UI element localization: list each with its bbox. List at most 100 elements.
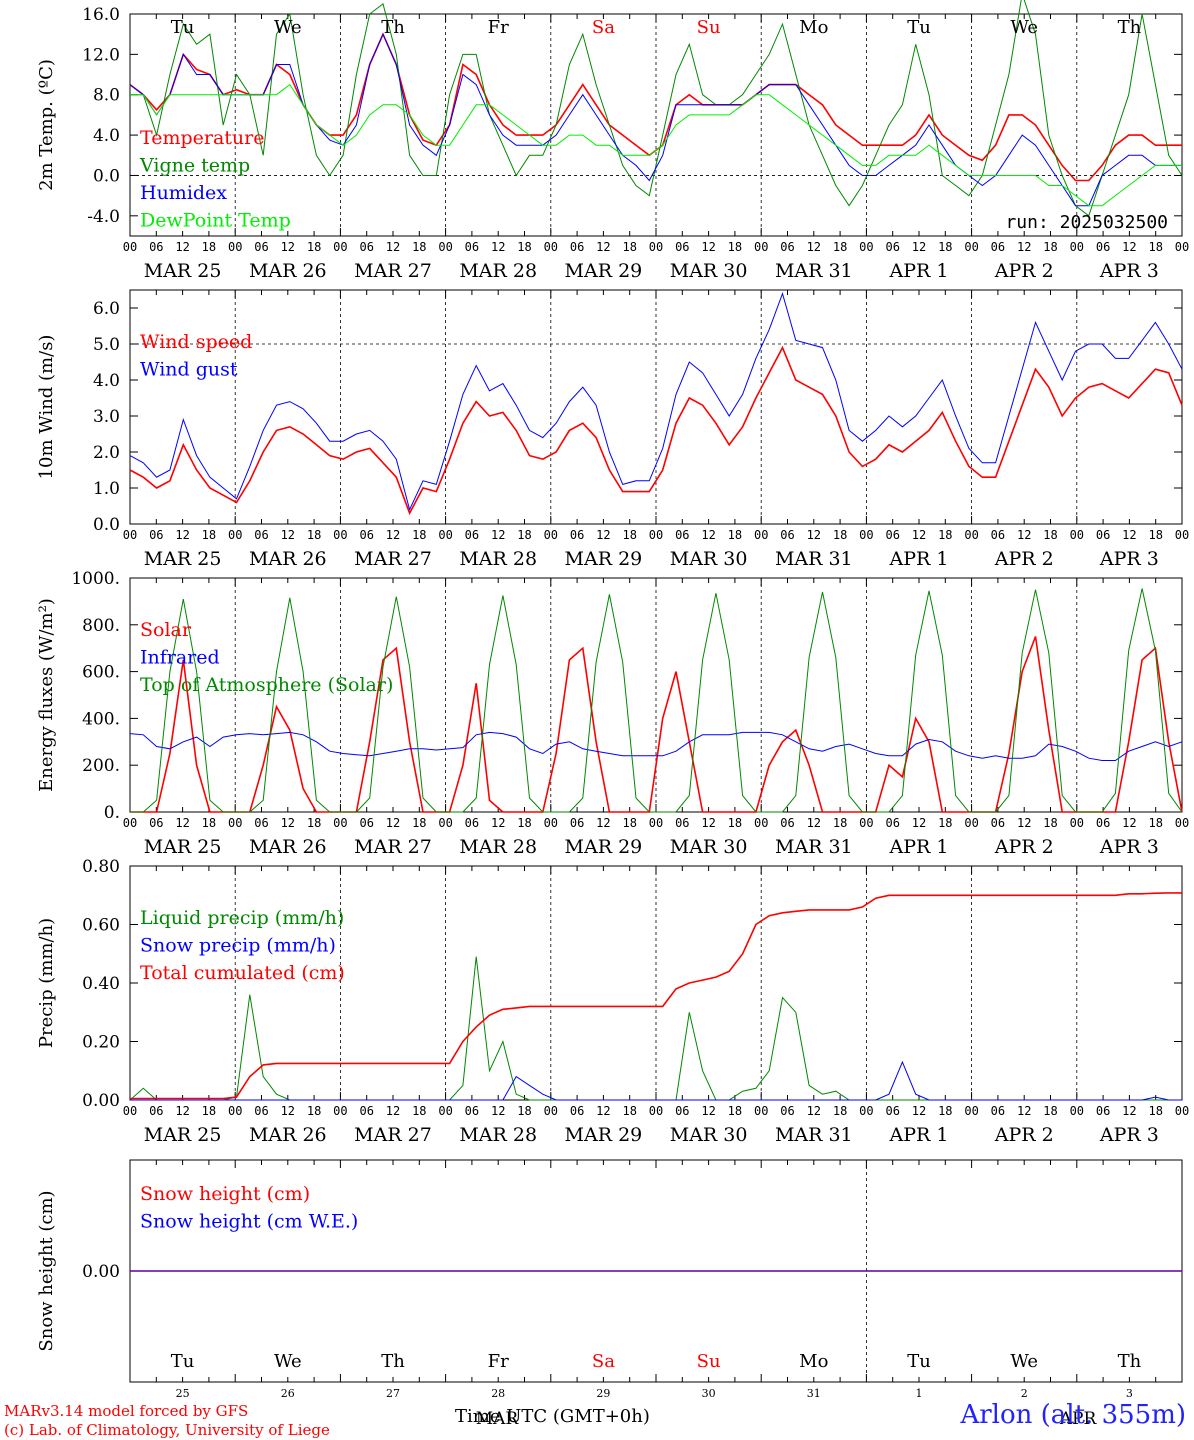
hour-tick-label: 00 bbox=[859, 816, 873, 830]
weekday-label: Tu bbox=[171, 17, 195, 38]
date-label: MAR 29 bbox=[565, 836, 643, 858]
hour-tick-label: 00 bbox=[754, 528, 768, 542]
y-tick-label: 5.0 bbox=[93, 335, 120, 355]
weekday-label: We bbox=[1010, 1351, 1038, 1372]
hour-tick-label: 00 bbox=[438, 1104, 452, 1118]
legend-entry: DewPoint Temp bbox=[140, 210, 291, 232]
hour-tick-label: 18 bbox=[1043, 240, 1057, 254]
hour-tick-label: 18 bbox=[833, 240, 847, 254]
date-label: APR 1 bbox=[889, 836, 949, 858]
hour-tick-label: 00 bbox=[1175, 240, 1189, 254]
y-tick-label: 4.0 bbox=[93, 126, 120, 146]
y-tick-label: 0.0 bbox=[93, 515, 120, 535]
weekday-label: Su bbox=[697, 17, 721, 38]
hour-tick-label: 06 bbox=[675, 1104, 689, 1118]
hour-tick-label: 00 bbox=[123, 1104, 137, 1118]
weekday-label: We bbox=[1010, 17, 1038, 38]
hour-tick-label: 12 bbox=[701, 816, 715, 830]
series-line-snow-precip-mm-h- bbox=[130, 1060, 1182, 1101]
hour-tick-label: 06 bbox=[675, 240, 689, 254]
hour-tick-label: 06 bbox=[465, 528, 479, 542]
hour-tick-label: 12 bbox=[281, 816, 295, 830]
y-tick-label: 0.0 bbox=[93, 166, 120, 186]
legend-entry: Snow height (cm) bbox=[140, 1183, 310, 1205]
hour-tick-label: 18 bbox=[833, 1104, 847, 1118]
hour-tick-label: 12 bbox=[281, 528, 295, 542]
date-label: APR 3 bbox=[1099, 836, 1159, 858]
hour-tick-label: 12 bbox=[912, 240, 926, 254]
hour-tick-label: 18 bbox=[728, 816, 742, 830]
y-tick-label: 2.0 bbox=[93, 443, 120, 463]
hour-tick-label: 00 bbox=[1070, 816, 1084, 830]
hour-tick-label: 18 bbox=[622, 816, 636, 830]
hour-tick-label: 18 bbox=[202, 240, 216, 254]
hour-tick-label: 00 bbox=[649, 816, 663, 830]
y-axis-label: 2m Temp. (ºC) bbox=[36, 59, 57, 191]
date-label: MAR 31 bbox=[775, 1124, 853, 1146]
hour-tick-label: 06 bbox=[991, 816, 1005, 830]
hour-tick-label: 18 bbox=[728, 1104, 742, 1118]
hour-tick-label: 12 bbox=[807, 816, 821, 830]
hour-tick-label: 00 bbox=[228, 240, 242, 254]
hour-tick-label: 12 bbox=[596, 528, 610, 542]
hour-tick-label: 06 bbox=[149, 528, 163, 542]
y-tick-label: 0.80 bbox=[82, 857, 120, 877]
hour-tick-label: 06 bbox=[780, 1104, 794, 1118]
y-tick-label: 400. bbox=[82, 709, 120, 729]
y-tick-label: 3.0 bbox=[93, 407, 120, 427]
hour-tick-label: 06 bbox=[885, 528, 899, 542]
hour-tick-label: 06 bbox=[885, 816, 899, 830]
hour-tick-label: 18 bbox=[517, 528, 531, 542]
hour-tick-label: 12 bbox=[281, 1104, 295, 1118]
hour-tick-label: 00 bbox=[438, 528, 452, 542]
hour-tick-label: 12 bbox=[175, 816, 189, 830]
hour-tick-label: 18 bbox=[307, 528, 321, 542]
hour-tick-label: 12 bbox=[175, 1104, 189, 1118]
date-label: APR 2 bbox=[994, 1124, 1054, 1146]
y-tick-label: 0.40 bbox=[82, 974, 120, 994]
hour-tick-label: 12 bbox=[491, 528, 505, 542]
hour-tick-label: 00 bbox=[544, 1104, 558, 1118]
hour-tick-label: 06 bbox=[780, 240, 794, 254]
hour-tick-label: 00 bbox=[964, 528, 978, 542]
hour-tick-label: 06 bbox=[465, 816, 479, 830]
weekday-label: Mo bbox=[799, 1351, 828, 1372]
legend-entry: Total cumulated (cm) bbox=[140, 962, 345, 984]
hour-tick-label: 06 bbox=[254, 240, 268, 254]
series-line-total-cumulated-cm- bbox=[130, 892, 1182, 1100]
date-label: MAR 25 bbox=[144, 1124, 222, 1146]
legend-entry: Liquid precip (mm/h) bbox=[140, 907, 344, 929]
hour-tick-label: 12 bbox=[807, 240, 821, 254]
date-label: APR 2 bbox=[994, 260, 1054, 282]
hour-tick-label: 12 bbox=[1122, 816, 1136, 830]
legend-entry: Wind speed bbox=[140, 331, 252, 353]
date-label: MAR 25 bbox=[144, 836, 222, 858]
hour-tick-label: 00 bbox=[123, 816, 137, 830]
weekday-label: Tu bbox=[907, 1351, 931, 1372]
hour-tick-label: 00 bbox=[333, 1104, 347, 1118]
hour-tick-label: 00 bbox=[438, 816, 452, 830]
date-label: MAR 27 bbox=[354, 836, 432, 858]
day-number-label: 29 bbox=[596, 1387, 610, 1400]
hour-tick-label: 00 bbox=[754, 816, 768, 830]
hour-tick-label: 06 bbox=[359, 1104, 373, 1118]
date-label: MAR 26 bbox=[249, 1124, 327, 1146]
hour-tick-label: 18 bbox=[307, 816, 321, 830]
day-number-label: 1 bbox=[916, 1387, 923, 1400]
y-axis-label: Energy fluxes (W/m²) bbox=[36, 598, 57, 792]
hour-tick-label: 06 bbox=[780, 528, 794, 542]
hour-tick-label: 00 bbox=[859, 1104, 873, 1118]
hour-tick-label: 18 bbox=[1043, 528, 1057, 542]
legend-entry: Solar bbox=[140, 619, 192, 641]
hour-tick-label: 12 bbox=[596, 1104, 610, 1118]
hour-tick-label: 00 bbox=[859, 240, 873, 254]
hour-tick-label: 18 bbox=[202, 816, 216, 830]
run-label: run: 2025032500 bbox=[1005, 212, 1168, 233]
hour-tick-label: 12 bbox=[281, 240, 295, 254]
hour-tick-label: 00 bbox=[333, 240, 347, 254]
hour-tick-label: 00 bbox=[123, 240, 137, 254]
y-tick-label: 0.00 bbox=[82, 1262, 120, 1282]
weekday-label: Tu bbox=[171, 1351, 195, 1372]
weekday-label: We bbox=[274, 1351, 302, 1372]
lab-credit: (c) Lab. of Climatology, University of L… bbox=[4, 1421, 330, 1439]
